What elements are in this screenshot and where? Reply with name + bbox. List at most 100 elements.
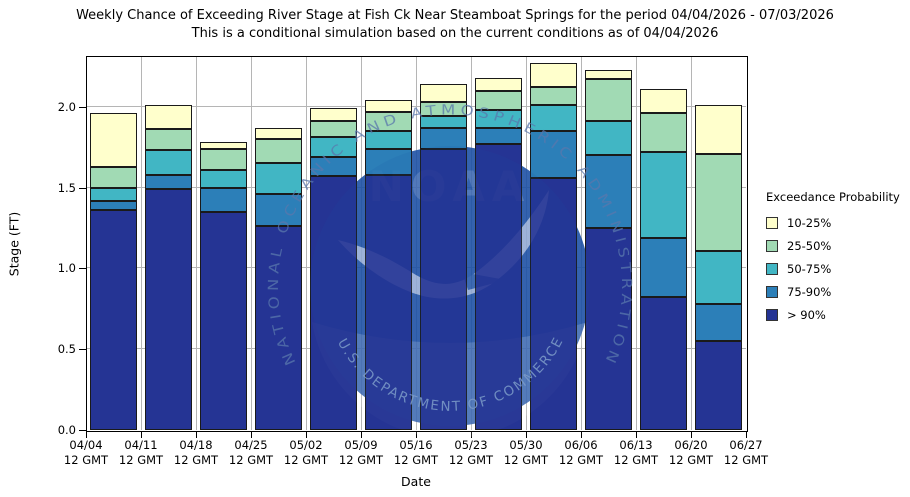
- bar-segment: [364, 148, 413, 175]
- bar-segment: [639, 88, 688, 114]
- v-gridline: [636, 56, 637, 430]
- legend-item: 75-90%: [766, 280, 900, 303]
- bar-segment: [309, 156, 358, 177]
- x-tick-label: 05/09 12 GMT: [338, 438, 384, 467]
- legend-swatch-icon: [766, 216, 778, 229]
- stacked-bar-04/11: [144, 56, 193, 430]
- bar-segment: [529, 63, 578, 88]
- bar-segment: [199, 142, 248, 149]
- bar-segment: [254, 127, 303, 140]
- y-tick-label: 0.0: [57, 423, 76, 437]
- x-tick-mark: [746, 431, 747, 438]
- bar-segment: [529, 87, 578, 106]
- x-tick-label: 04/18 12 GMT: [173, 438, 219, 467]
- legend-item: 25-50%: [766, 234, 900, 257]
- bar-segment: [529, 177, 578, 430]
- bar-segment: [199, 187, 248, 212]
- stacked-bar-05/16: [419, 56, 468, 430]
- v-gridline: [196, 56, 197, 430]
- bar-segment: [529, 105, 578, 131]
- x-tick-mark: [526, 431, 527, 438]
- x-tick-mark: [416, 431, 417, 438]
- bar-segment: [364, 174, 413, 430]
- legend-items: 10-25% 25-50% 50-75% 75-90% > 90%: [766, 211, 900, 326]
- bar-segment: [144, 150, 193, 175]
- x-tick-label: 04/25 12 GMT: [228, 438, 274, 467]
- bar-segment: [144, 174, 193, 190]
- x-tick-mark: [471, 431, 472, 438]
- bar-segment: [694, 303, 743, 342]
- bar-segment: [474, 110, 523, 128]
- v-gridline: [141, 56, 142, 430]
- bar-segment: [639, 152, 688, 238]
- legend-title: Exceedance Probability: [766, 190, 900, 204]
- bar-segment: [309, 108, 358, 122]
- bar-segment: [309, 176, 358, 430]
- x-tick-mark: [306, 431, 307, 438]
- bar-segment: [364, 111, 413, 131]
- bar-segment: [419, 127, 468, 149]
- x-tick-mark: [691, 431, 692, 438]
- x-tick-mark: [196, 431, 197, 438]
- x-tick-label: 05/02 12 GMT: [283, 438, 329, 467]
- bar-segment: [89, 210, 138, 430]
- stacked-bar-06/13: [639, 56, 688, 430]
- x-tick-label: 05/16 12 GMT: [393, 438, 439, 467]
- bar-segment: [309, 137, 358, 157]
- y-axis-label: Stage (FT): [6, 211, 22, 277]
- legend-label: > 90%: [787, 307, 826, 322]
- y-tick-mark: [79, 268, 86, 270]
- bar-segment: [144, 189, 193, 430]
- bar-segment: [694, 105, 743, 154]
- legend-item: 50-75%: [766, 257, 900, 280]
- x-tick-label: 04/04 12 GMT: [63, 438, 109, 467]
- bar-segment: [364, 100, 413, 112]
- bar-segment: [474, 77, 523, 91]
- bar-segment: [694, 153, 743, 251]
- bar-segment: [529, 131, 578, 178]
- bar-segment: [694, 341, 743, 430]
- y-tick-mark: [79, 430, 86, 431]
- chart-title-line1: Weekly Chance of Exceeding River Stage a…: [76, 8, 834, 23]
- x-tick-label: 04/11 12 GMT: [118, 438, 164, 467]
- legend-label: 25-50%: [787, 238, 832, 253]
- y-tick-mark: [79, 106, 86, 108]
- y-tick-label: 0.5: [57, 342, 76, 357]
- x-tick-label: 06/06 12 GMT: [558, 438, 604, 467]
- bar-segment: [584, 79, 633, 122]
- chart-title-line2: This is a conditional simulation based o…: [191, 26, 719, 41]
- x-tick-label: 05/30 12 GMT: [503, 438, 549, 467]
- x-tick-mark: [141, 431, 142, 438]
- x-tick-label: 06/13 12 GMT: [613, 438, 659, 467]
- bar-segment: [89, 187, 138, 201]
- legend: Exceedance Probability 10-25% 25-50% 50-75…: [766, 190, 900, 326]
- bar-segment: [199, 169, 248, 188]
- legend-label: 75-90%: [787, 284, 832, 299]
- bar-segment: [639, 237, 688, 298]
- stacked-bar-04/25: [254, 56, 303, 430]
- stacked-bar-05/02: [309, 56, 358, 430]
- v-gridline: [691, 56, 692, 430]
- stacked-bar-06/06: [584, 56, 633, 430]
- legend-swatch-icon: [766, 262, 778, 275]
- bar-segment: [419, 148, 468, 430]
- x-tick-mark: [636, 431, 637, 438]
- stacked-bar-04/04: [89, 56, 138, 430]
- bar-segment: [474, 90, 523, 110]
- v-gridline: [251, 56, 252, 430]
- bar-segment: [584, 155, 633, 228]
- y-tick-mark: [79, 187, 86, 189]
- legend-swatch-icon: [766, 285, 778, 298]
- x-tick-label: 06/27 12 GMT: [723, 438, 769, 467]
- bar-segment: [364, 131, 413, 149]
- legend-swatch-icon: [766, 239, 778, 252]
- chart-title: Weekly Chance of Exceeding River Stage a…: [0, 7, 910, 43]
- bar-segment: [419, 84, 468, 102]
- bar-segment: [419, 101, 468, 117]
- bar-segment: [89, 166, 138, 188]
- legend-label: 10-25%: [787, 215, 832, 230]
- x-tick-label: 06/20 12 GMT: [668, 438, 714, 467]
- stacked-bar-04/18: [199, 56, 248, 430]
- x-axis-label: Date: [401, 474, 431, 489]
- bar-segment: [584, 121, 633, 156]
